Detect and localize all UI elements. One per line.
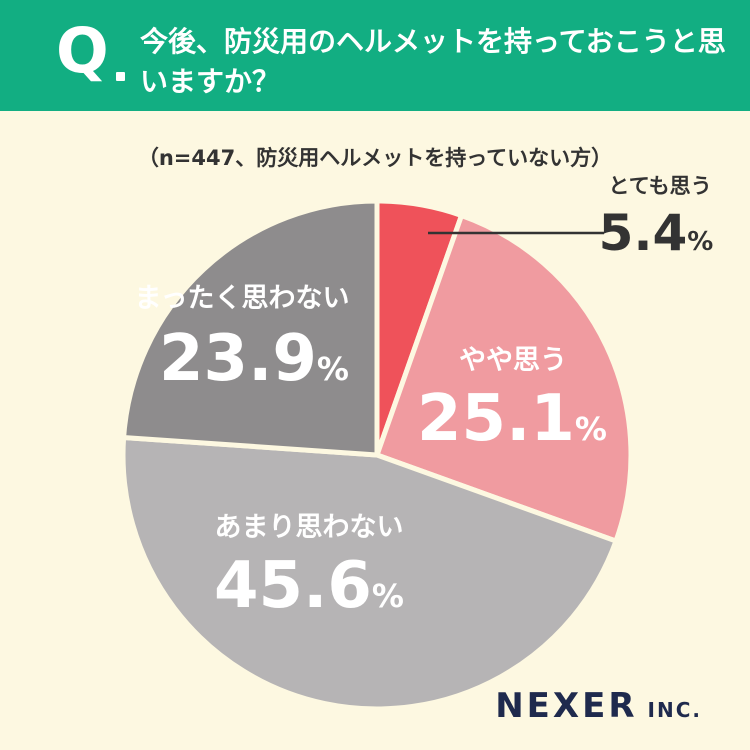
slice-label-mattaku: まったく思わない — [135, 283, 350, 314]
slice-value-amari: 45.6% — [214, 549, 404, 623]
brand-name: NEXER — [495, 686, 638, 726]
value-unit: % — [687, 227, 713, 257]
slice-label-amari: あまり思わない — [215, 512, 404, 543]
slice-label-totemo: とても思う — [608, 174, 711, 198]
slice-amari — [120, 434, 619, 712]
value-unit: % — [575, 410, 607, 448]
slice-label-yaya: やや思う — [459, 345, 567, 376]
question-header: Q 今後、防災用のヘルメットを持っておこうと思いますか？ — [0, 0, 750, 111]
value-number: 23.9 — [159, 322, 317, 396]
value-number: 25.1 — [417, 382, 575, 456]
q-dot-decoration — [116, 72, 125, 81]
q-mark: Q — [56, 14, 109, 87]
pie-slices — [120, 198, 634, 712]
chart-subtitle: （n=447、防災用ヘルメットを持っていない方） — [137, 146, 613, 170]
value-unit: % — [317, 350, 349, 388]
question-text: 今後、防災用のヘルメットを持っておこうと思いますか？ — [140, 25, 726, 98]
nexer-logo: NEXER INC. — [495, 686, 702, 726]
value-number: 45.6 — [214, 549, 372, 623]
slice-value-totemo: 5.4% — [599, 204, 714, 262]
slice-mattaku — [121, 198, 380, 458]
value-number: 5.4 — [599, 204, 688, 262]
slice-yaya — [374, 212, 634, 544]
brand-suffix: INC. — [647, 698, 702, 722]
slice-value-mattaku: 23.9% — [159, 322, 349, 396]
slice-value-yaya: 25.1% — [417, 382, 607, 456]
value-unit: % — [372, 577, 404, 615]
